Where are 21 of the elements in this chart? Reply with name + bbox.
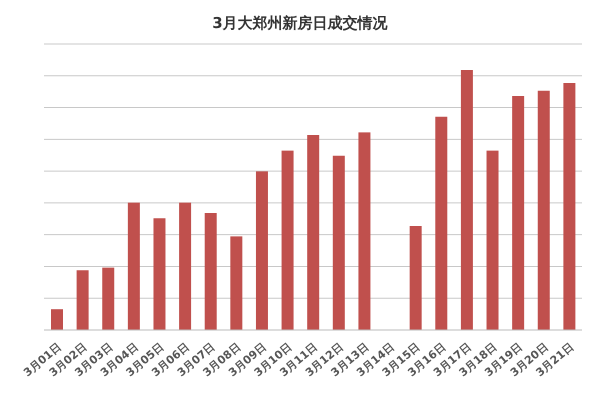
bar [435,116,448,330]
bar [256,171,268,330]
chart-title: 3月大郑州新房日成交情况 [211,13,389,34]
bar [102,268,114,330]
bar [307,135,320,330]
bar [153,218,166,330]
bar [486,150,499,330]
bar [230,236,242,330]
bar [460,70,473,330]
bar [179,202,192,330]
bar [538,90,550,330]
bar [76,270,89,330]
bar [128,202,140,330]
bar [332,156,345,330]
bar [204,213,217,330]
bar [512,96,524,330]
bar [410,226,422,330]
bar [358,132,370,330]
bar [563,83,576,330]
bar [51,309,63,330]
bar [282,150,294,330]
